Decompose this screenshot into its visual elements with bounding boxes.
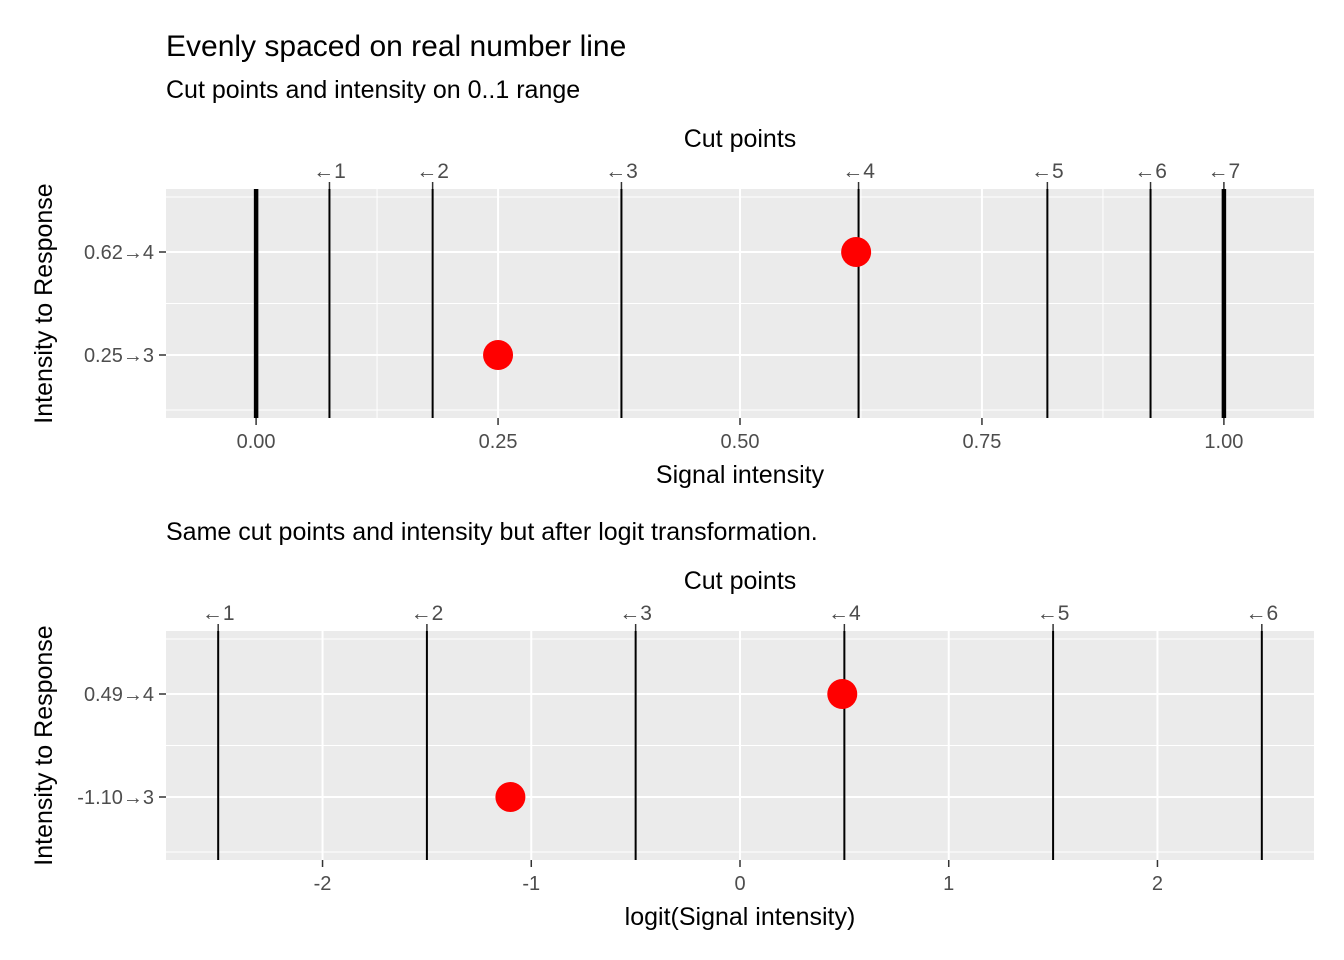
data-point: [495, 782, 526, 812]
top-axis-title: Cut points: [684, 125, 797, 153]
x-axis-title: logit(Signal intensity): [625, 903, 856, 931]
cut-point-label: ←4: [828, 602, 861, 625]
cut-point-label: ←1: [202, 602, 235, 625]
y-tick-label: 0.62→4: [84, 242, 154, 264]
data-point: [483, 340, 514, 370]
cut-point-label: ←4: [842, 160, 875, 183]
cut-point-label: ←5: [1031, 160, 1064, 183]
figure-subtitle: Cut points and intensity on 0..1 range: [166, 76, 580, 104]
cut-point-label: ←3: [619, 602, 652, 625]
cut-point-label: ←6: [1134, 160, 1167, 183]
x-tick-label: 0.00: [237, 431, 276, 453]
plot-original-scale: ←1 ←2 ←3 ←4 ←5 ←6 ←7 Cut points 0.00 0.25 0.50 0.75…: [30, 125, 1314, 489]
plot-logit-scale: Same cut points and intensity but after …: [30, 518, 1314, 931]
y-tick-label: -1.10→3: [77, 787, 154, 809]
x-tick-label: 1: [943, 873, 954, 895]
cut-point-label: ←3: [605, 160, 638, 183]
x-tick-label: 0: [734, 873, 745, 895]
y-tick-label: 0.49→4: [84, 684, 154, 706]
cut-point-label: ←2: [416, 160, 449, 183]
x-tick-label: 0.75: [962, 431, 1001, 453]
cut-point-label: ←6: [1245, 602, 1278, 625]
y-axis-title: Intensity to Response: [30, 625, 58, 865]
cut-point-label: ←7: [1208, 160, 1241, 183]
y-axis-title: Intensity to Response: [30, 183, 58, 423]
y-tick-label: 0.25→3: [84, 345, 154, 367]
x-tick-label: 1.00: [1204, 431, 1243, 453]
cut-point-label: ←2: [411, 602, 444, 625]
x-tick-label: 0.50: [721, 431, 760, 453]
data-point: [827, 679, 858, 709]
figure-title: Evenly spaced on real number line: [166, 30, 626, 63]
plot-subtitle: Same cut points and intensity but after …: [166, 518, 818, 546]
data-point: [841, 237, 872, 267]
x-tick-label: -1: [522, 873, 540, 895]
x-axis-title: Signal intensity: [656, 461, 825, 489]
top-axis-title: Cut points: [684, 567, 797, 595]
cut-point-label: ←1: [313, 160, 346, 183]
cut-point-label: ←5: [1037, 602, 1070, 625]
x-tick-label: 0.25: [479, 431, 518, 453]
x-tick-label: 2: [1152, 873, 1163, 895]
x-tick-label: -2: [314, 873, 332, 895]
